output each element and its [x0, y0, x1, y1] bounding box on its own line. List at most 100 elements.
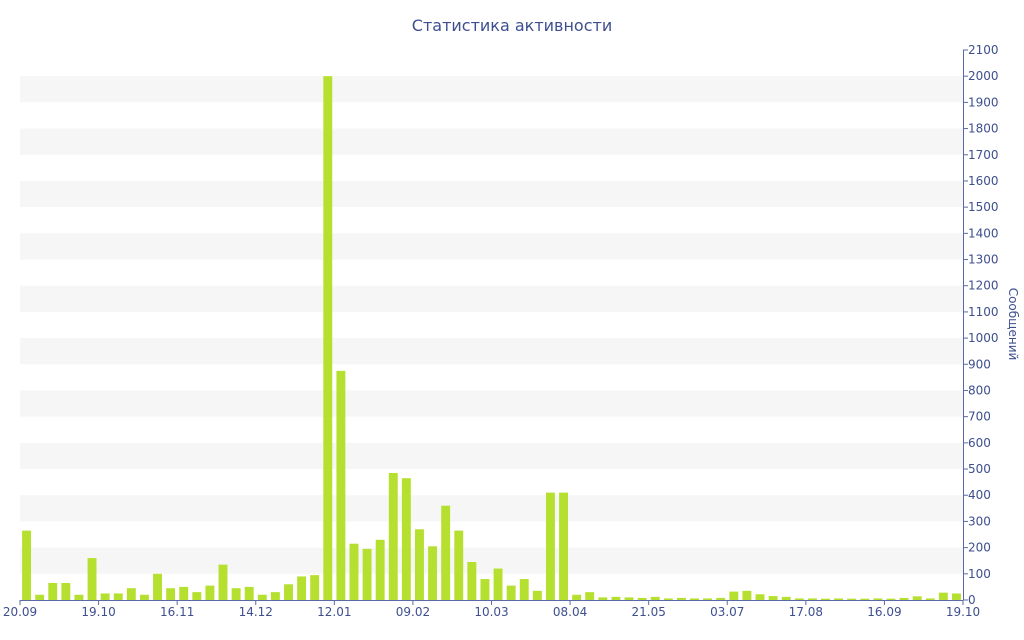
- y-axis-label: Сообщений: [1006, 288, 1020, 361]
- bar-series: [22, 76, 961, 600]
- y-tick-label: 400: [968, 488, 991, 502]
- y-tick-label: 1500: [968, 200, 999, 214]
- bar: [690, 598, 699, 600]
- bar: [952, 593, 961, 600]
- bar: [126, 588, 136, 600]
- bar: [153, 573, 162, 600]
- bar: [192, 592, 202, 600]
- bar: [428, 546, 438, 600]
- y-tick-label: 1400: [968, 226, 999, 240]
- bar: [781, 596, 791, 600]
- grid-band: [20, 442, 963, 470]
- x-tick-label: 09.02: [396, 605, 430, 619]
- bar: [807, 598, 817, 600]
- x-tick-label: 17.08: [789, 605, 823, 619]
- bar: [624, 597, 634, 600]
- bar: [270, 592, 280, 600]
- bar: [847, 598, 857, 600]
- y-tick-label: 0: [968, 593, 976, 607]
- x-tick-label: 10.03: [474, 605, 508, 619]
- bar: [755, 594, 765, 600]
- grid-band: [20, 233, 963, 260]
- bar: [860, 598, 870, 600]
- grid-band: [20, 285, 963, 312]
- y-tick-label: 600: [968, 436, 991, 450]
- y-tick-label: 1600: [968, 174, 999, 188]
- bar: [205, 585, 215, 600]
- bar: [179, 586, 189, 600]
- x-tick-label: 16.11: [160, 605, 194, 619]
- grid-band: [20, 180, 963, 208]
- bar: [768, 596, 778, 600]
- y-tick-label: 1100: [968, 305, 999, 319]
- bar: [506, 585, 516, 600]
- y-tick-label: 900: [968, 357, 991, 371]
- bar: [166, 588, 176, 600]
- grid-band: [20, 390, 963, 417]
- x-tick-label: 21.05: [631, 605, 665, 619]
- grid-band: [20, 547, 963, 574]
- bar: [493, 568, 503, 600]
- bar: [467, 562, 477, 600]
- y-tick-label: 800: [968, 383, 991, 397]
- bar: [362, 548, 372, 600]
- bar: [388, 472, 398, 600]
- bar: [886, 598, 896, 600]
- grid-bands: [20, 76, 963, 574]
- y-tick-label: 2000: [968, 69, 999, 83]
- bar: [35, 594, 45, 600]
- y-tick-label: 1900: [968, 95, 999, 109]
- bar: [545, 492, 555, 600]
- bar: [703, 598, 713, 600]
- bar: [113, 593, 123, 600]
- bar: [585, 592, 595, 600]
- bar: [257, 594, 267, 600]
- bar: [598, 597, 608, 600]
- bar: [100, 593, 110, 600]
- bar: [336, 370, 346, 600]
- y-tick-label: 700: [968, 410, 991, 424]
- bar: [873, 598, 883, 600]
- bar: [559, 492, 568, 600]
- x-tick-label: 19.10: [946, 605, 980, 619]
- bar: [663, 598, 673, 600]
- x-tick-label: 03.07: [710, 605, 744, 619]
- y-tick-label: 1200: [968, 279, 999, 293]
- bar: [375, 539, 385, 600]
- bar: [794, 598, 804, 600]
- bar: [349, 543, 359, 600]
- bar: [401, 478, 411, 600]
- bar: [87, 558, 97, 600]
- bar: [441, 505, 451, 600]
- bar: [637, 597, 647, 600]
- chart-title: Статистика активности: [412, 16, 612, 35]
- bar: [310, 575, 320, 600]
- bar: [899, 597, 909, 600]
- bar: [912, 596, 922, 600]
- bar: [650, 596, 660, 600]
- bar: [323, 76, 333, 600]
- bar: [480, 579, 490, 600]
- x-tick-label: 12.01: [317, 605, 351, 619]
- bar: [74, 594, 84, 600]
- bar: [454, 530, 464, 600]
- grid-band: [20, 338, 963, 365]
- bar: [742, 590, 752, 600]
- y-tick-label: 2100: [968, 43, 999, 57]
- bar: [519, 579, 529, 600]
- x-tick-label: 08.04: [553, 605, 587, 619]
- y-tick-label: 200: [968, 541, 991, 555]
- bar: [834, 598, 844, 600]
- y-tick-label: 1300: [968, 253, 999, 267]
- bar: [284, 584, 293, 600]
- bar: [48, 582, 58, 600]
- bar: [532, 590, 542, 600]
- bar: [821, 598, 830, 600]
- y-tick-label: 500: [968, 462, 991, 476]
- bar: [925, 598, 935, 600]
- y-tick-label: 1800: [968, 122, 999, 136]
- x-tick-label: 19.10: [81, 605, 115, 619]
- y-axis-ticks: 0 100 200 300 400 500 600 700 800 900 1000 1100 1200…: [963, 43, 999, 607]
- bar: [938, 592, 948, 600]
